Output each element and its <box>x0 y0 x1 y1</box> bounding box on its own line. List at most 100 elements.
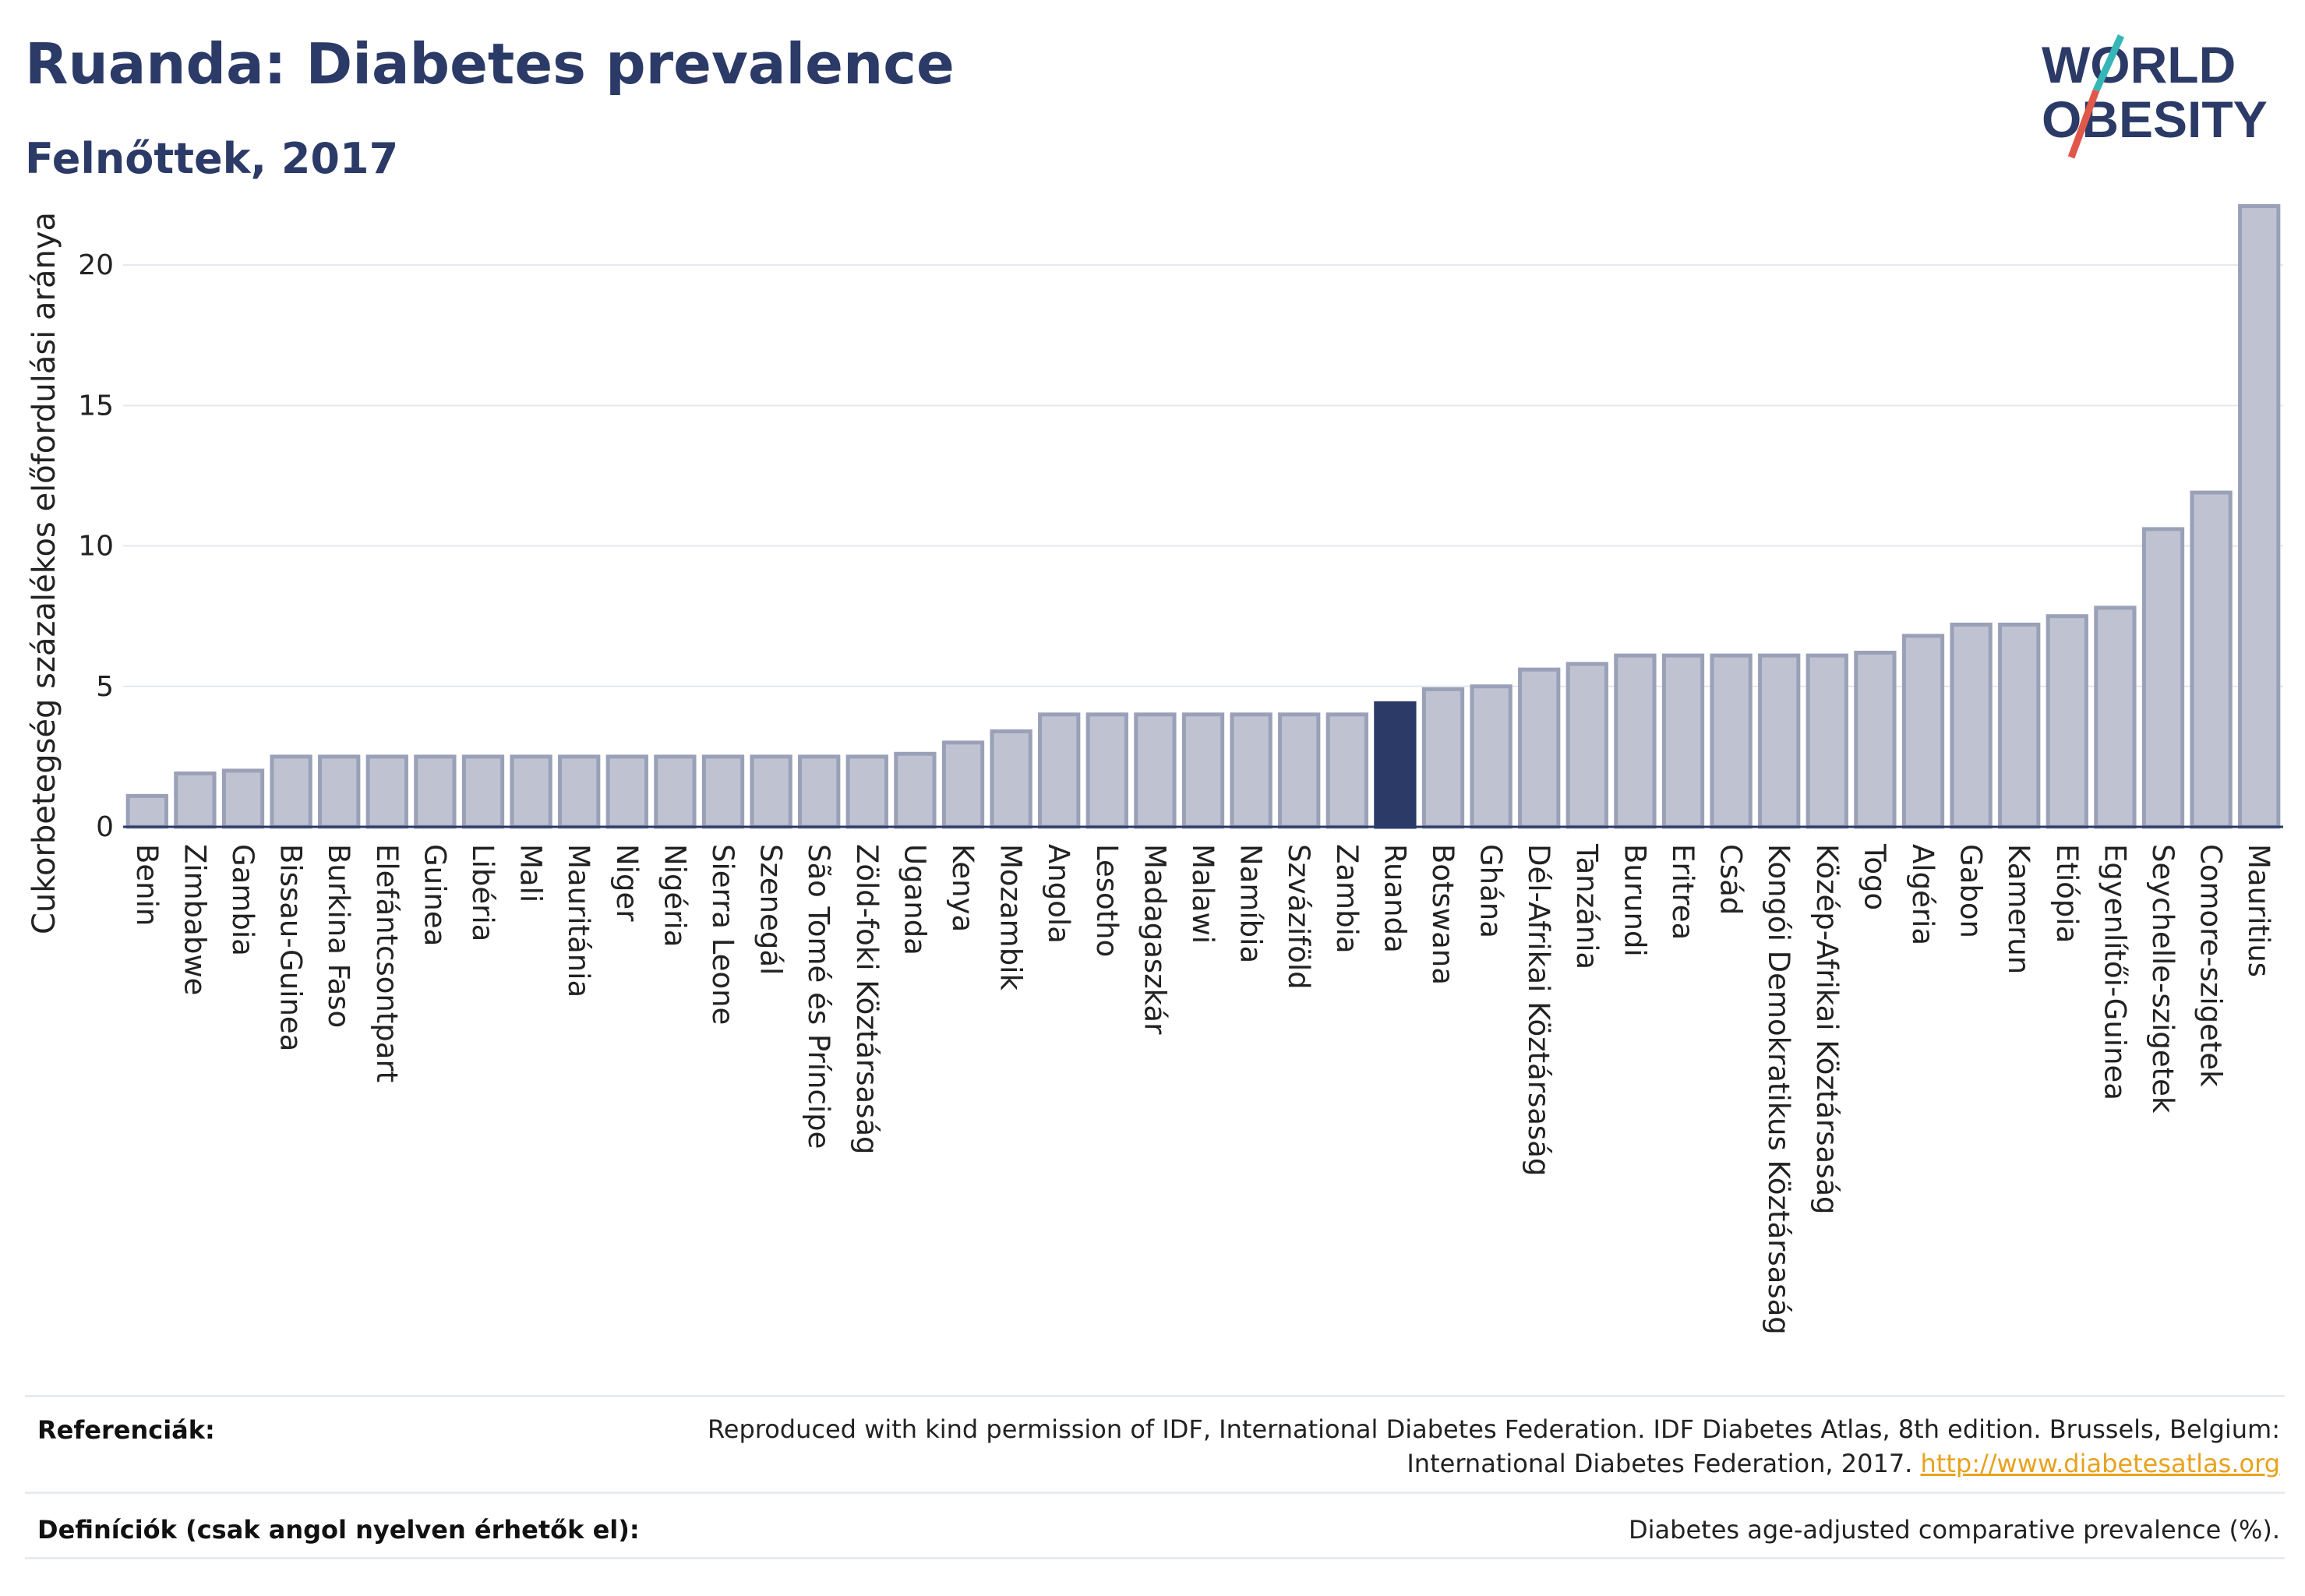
bar <box>558 754 601 829</box>
x-tick-label: Madagaszkár <box>1138 844 1171 1035</box>
x-tick-label: Szváziföld <box>1282 844 1315 990</box>
bar-highlight <box>1374 701 1417 829</box>
logo-text-line1: WORLD <box>2042 36 2236 94</box>
x-tick-label: Etiópia <box>2050 844 2084 943</box>
x-tick-label: Comore-szigetek <box>2194 844 2228 1087</box>
x-tick-label: São Tomé és Príncipe <box>802 844 835 1149</box>
x-tick-label: Namíbia <box>1234 844 1268 963</box>
bar <box>701 754 745 829</box>
x-tick-label: Uganda <box>898 844 931 955</box>
footer-divider-middle <box>25 1492 2285 1494</box>
x-tick-label: Botswana <box>1426 844 1460 985</box>
bar <box>1710 653 1753 829</box>
bar <box>1134 712 1177 829</box>
x-tick-label: Burkina Faso <box>322 844 355 1028</box>
x-tick-label: Malawi <box>1186 844 1220 944</box>
x-tick-label: Ghána <box>1474 844 1508 938</box>
bar <box>1518 667 1561 829</box>
x-tick-label: Gabon <box>1954 844 1988 938</box>
x-tick-label: Mali <box>514 844 548 902</box>
x-tick-label: Sierra Leone <box>706 844 740 1025</box>
bar <box>1038 712 1081 829</box>
x-tick-label: Mozambik <box>994 844 1028 990</box>
x-tick-label: Eritrea <box>1666 844 1700 940</box>
bar <box>1085 712 1128 829</box>
x-tick-label: Zöld-foki Köztársaság <box>850 844 884 1155</box>
bar <box>1230 712 1273 829</box>
bar <box>1806 653 1848 829</box>
bar <box>1181 712 1225 829</box>
bar <box>510 754 552 829</box>
bar <box>990 729 1032 829</box>
y-tick-label: 15 <box>78 390 114 422</box>
x-tick-label: Seychelle-szigetek <box>2146 844 2180 1114</box>
x-tick-label: Burundi <box>1618 844 1651 957</box>
x-tick-label: Tanzánia <box>1570 843 1604 969</box>
bar <box>2238 203 2281 829</box>
references-text: Reproduced with kind permission of IDF, … <box>566 1412 2280 1481</box>
y-tick-label: 10 <box>78 531 114 563</box>
x-tick-label: Mauritánia <box>562 844 595 998</box>
bar <box>605 754 648 829</box>
bar <box>1854 651 1897 829</box>
bar <box>798 754 841 829</box>
x-tick-label: Bissau-Guinea <box>274 844 308 1051</box>
x-tick-label: Guinea <box>418 844 451 946</box>
x-tick-label: Elefántcsontpart <box>370 844 404 1082</box>
bar <box>1998 622 2041 829</box>
y-tick-label: 20 <box>78 249 114 281</box>
bar <box>2046 614 2088 829</box>
bar-chart: 0 5 10 15 20 Benin Zimbabwe Gambia Bissau-Guinea… <box>26 203 2283 1335</box>
references-label: Referenciák: <box>37 1415 215 1445</box>
page-subtitle: Felnőttek, 2017 <box>25 134 399 183</box>
x-tick-label: Szenegál <box>754 844 788 975</box>
x-tick-label: Lesotho <box>1090 844 1124 957</box>
x-tick-label: Benin <box>130 844 164 926</box>
x-tick-label: Libéria <box>466 844 499 941</box>
bar <box>125 793 168 829</box>
bar <box>894 751 937 829</box>
world-obesity-logo: WORLD OBESITY <box>2042 34 2268 159</box>
logo-slash-red <box>2067 89 2100 159</box>
bar <box>1325 712 1368 829</box>
bar <box>2094 606 2137 829</box>
bar <box>1758 653 1801 829</box>
bar <box>845 754 888 829</box>
x-tick-label: Közép-Afrikai Köztársaság <box>1810 844 1844 1215</box>
x-tick-label: Ruanda <box>1378 844 1411 953</box>
x-tick-label: Kenya <box>946 844 980 932</box>
bar <box>1421 687 1465 829</box>
bar <box>221 768 265 829</box>
bar <box>461 754 505 829</box>
logo-slash-teal <box>2092 34 2125 92</box>
bar <box>1470 684 1513 829</box>
bar <box>1278 712 1321 829</box>
x-tick-label: Zambia <box>1330 844 1364 954</box>
footer-divider-bottom <box>25 1557 2285 1559</box>
y-axis-label: Cukorbetegség százalékos előfordulási ar… <box>26 212 62 934</box>
x-tick-label: Mauritius <box>2242 844 2275 977</box>
x-tick-label: Togo <box>1858 843 1891 910</box>
definitions-label: Definíciók (csak angol nyelven érhetők e… <box>37 1515 640 1545</box>
x-tick-label: Nigéria <box>658 844 691 947</box>
bar <box>941 740 985 829</box>
references-link[interactable]: http://www.diabetesatlas.org <box>1920 1449 2280 1478</box>
x-tick-label: Kongói Demokratikus Köztársaság <box>1762 844 1795 1335</box>
x-tick-label: Niger <box>610 844 644 922</box>
bar <box>1661 653 1705 829</box>
x-tick-label: Csád <box>1714 844 1748 915</box>
x-tick-label: Gambia <box>226 844 259 956</box>
definitions-text: Diabetes age-adjusted comparative preval… <box>1629 1515 2280 1545</box>
y-tick-label: 5 <box>96 671 114 703</box>
footer-divider-top <box>25 1395 2285 1397</box>
y-tick-label: 0 <box>96 811 114 843</box>
bar <box>270 754 312 829</box>
bar <box>750 754 792 829</box>
bar <box>1901 634 1945 829</box>
bar <box>2190 490 2233 829</box>
x-tick-label: Egyenlítői-Guinea <box>2098 844 2131 1100</box>
references-body: Reproduced with kind permission of IDF, … <box>707 1414 2280 1478</box>
x-tick-label: Zimbabwe <box>178 844 211 995</box>
bar <box>1565 662 1608 829</box>
x-tick-label: Kamerun <box>2002 844 2035 974</box>
